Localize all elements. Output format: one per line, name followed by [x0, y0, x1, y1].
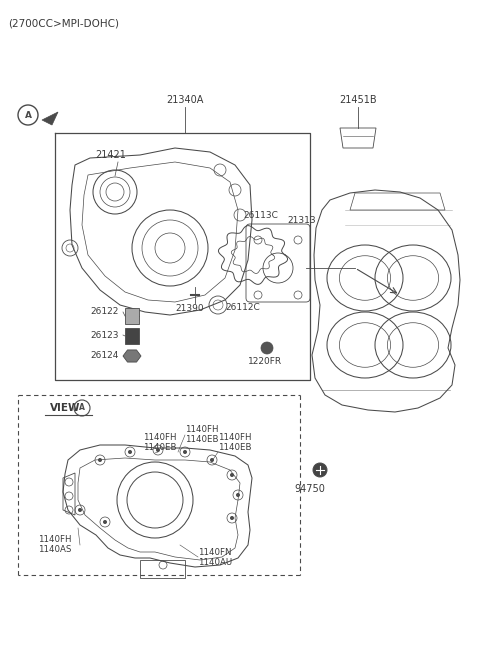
Circle shape [78, 508, 82, 512]
Text: 1140FH: 1140FH [143, 433, 177, 442]
Text: 21313: 21313 [287, 216, 316, 225]
Bar [125, 328, 139, 344]
Text: 26124: 26124 [90, 352, 119, 360]
Text: 1140FN: 1140FN [198, 548, 231, 557]
Text: 1140AU: 1140AU [198, 558, 232, 567]
Circle shape [183, 450, 187, 454]
Text: 1140EB: 1140EB [185, 435, 218, 444]
Text: A: A [79, 403, 85, 413]
Bar [125, 308, 139, 324]
Text: (2700CC>MPI-DOHC): (2700CC>MPI-DOHC) [8, 18, 119, 28]
Polygon shape [123, 350, 141, 362]
Circle shape [230, 473, 234, 477]
Text: 1220FR: 1220FR [248, 357, 282, 366]
Text: A: A [24, 111, 32, 119]
Text: 1140FH: 1140FH [185, 425, 218, 434]
Circle shape [236, 493, 240, 497]
Circle shape [210, 458, 214, 462]
Text: 26113C: 26113C [243, 211, 278, 220]
Circle shape [103, 520, 107, 524]
Text: 1140AS: 1140AS [38, 545, 72, 554]
Text: 21451B: 21451B [339, 95, 377, 105]
Circle shape [156, 448, 160, 452]
Text: 1140EB: 1140EB [218, 443, 252, 452]
Text: 21390: 21390 [175, 304, 204, 313]
Text: VIEW: VIEW [50, 403, 81, 413]
Text: 26122: 26122 [90, 307, 119, 316]
Text: 21421: 21421 [95, 150, 126, 160]
Text: 1140FH: 1140FH [38, 535, 72, 544]
Text: 1140EB: 1140EB [143, 443, 177, 452]
Circle shape [98, 458, 102, 462]
Bar [140, 560, 185, 578]
Text: 26123: 26123 [90, 331, 119, 339]
Text: 26112C: 26112C [225, 303, 260, 312]
Text: 1140FH: 1140FH [218, 433, 252, 442]
Text: 94750: 94750 [295, 484, 325, 494]
Polygon shape [42, 112, 58, 125]
Circle shape [128, 450, 132, 454]
Circle shape [261, 342, 273, 354]
Circle shape [230, 516, 234, 520]
Text: 21340A: 21340A [166, 95, 204, 105]
Circle shape [313, 463, 327, 477]
